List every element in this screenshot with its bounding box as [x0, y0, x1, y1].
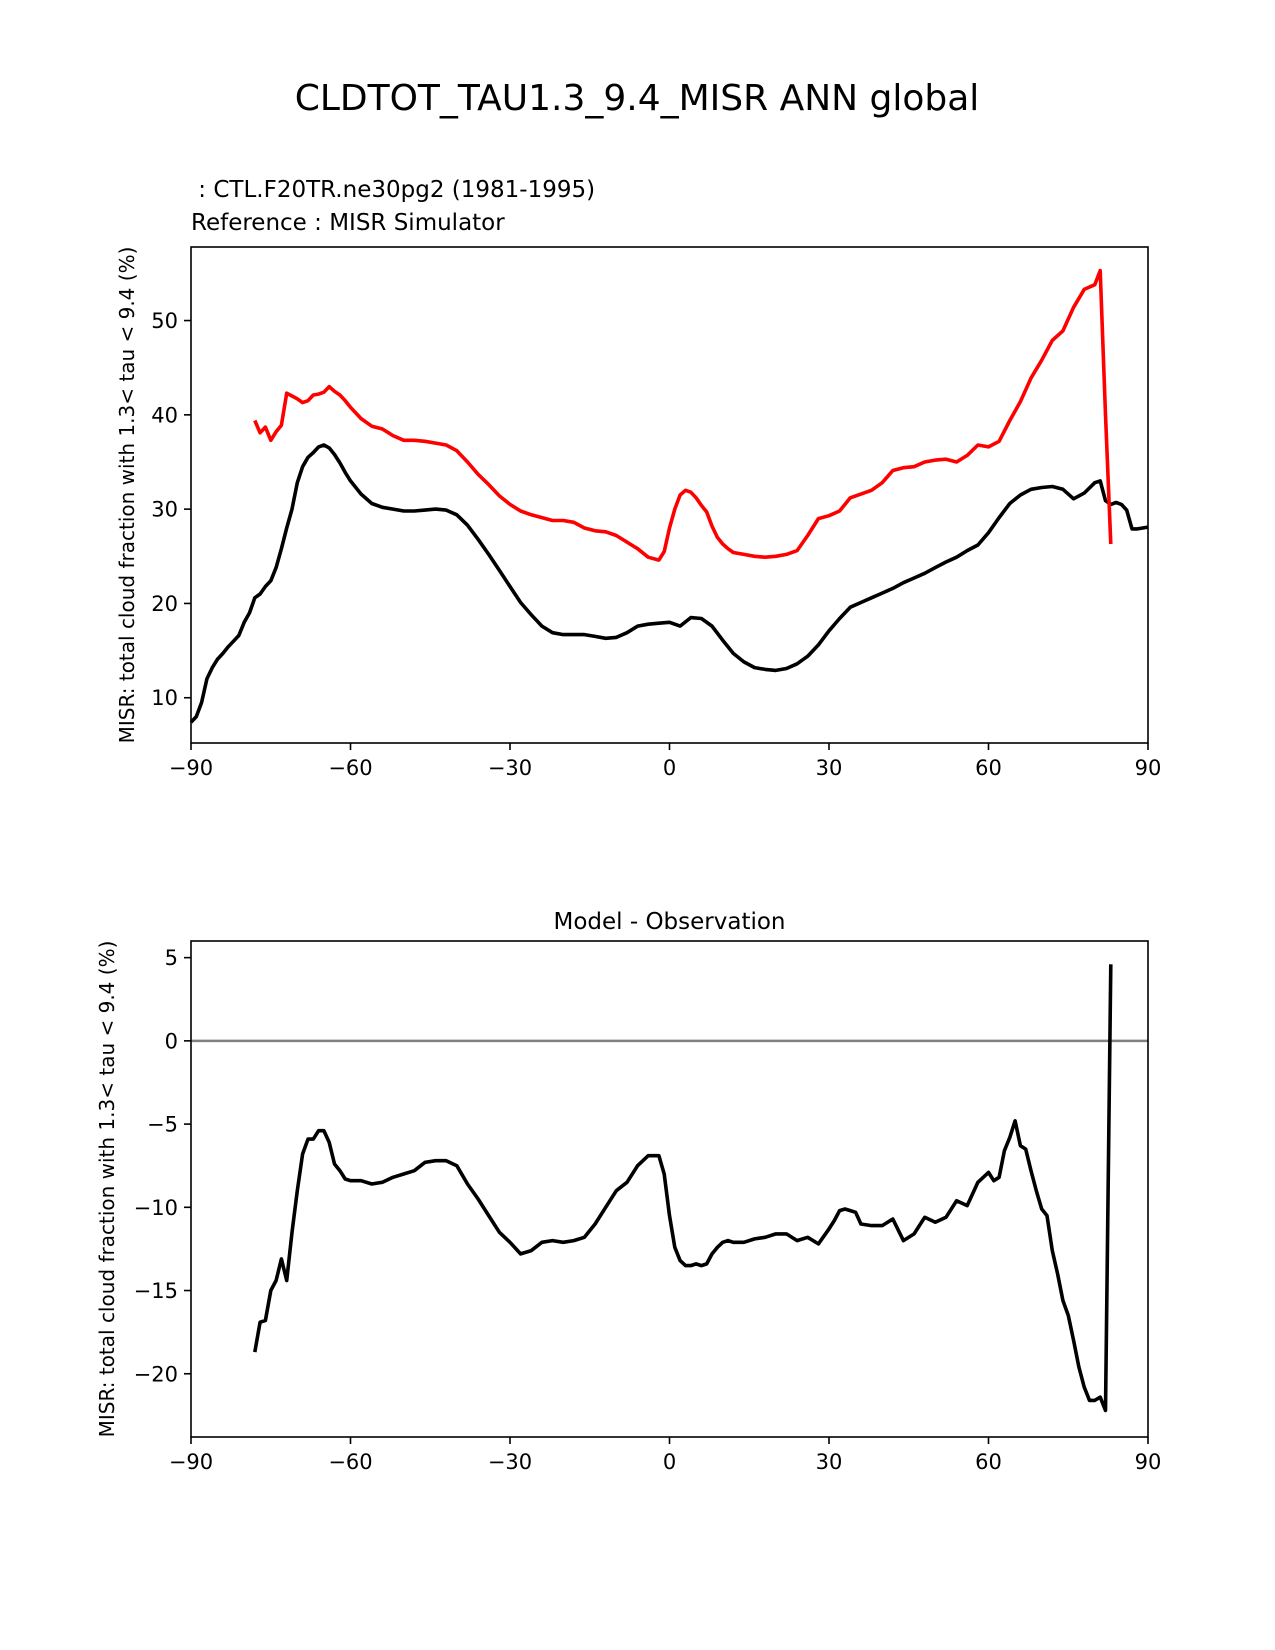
series-line-difference: [253, 964, 1113, 1413]
y-tick-label: 5: [165, 946, 178, 970]
x-tick-label: −90: [169, 756, 213, 780]
y-axis-label: MISR: total cloud fraction with 1.3< tau…: [115, 247, 139, 744]
subplot-title: Model - Observation: [553, 909, 785, 935]
x-tick-label: 60: [975, 756, 1002, 780]
y-tick-label: 30: [151, 498, 178, 522]
x-tick-label: −30: [488, 756, 532, 780]
x-tick-label: 90: [1135, 756, 1162, 780]
top-plot-area: −90 −60 −30 0 30 60 90 10 20 30 40 50 MISR: total cl…: [115, 246, 1162, 780]
y-tick-label: 0: [165, 1029, 178, 1053]
x-tick-label: −30: [488, 1450, 532, 1474]
reference-label: Reference : MISR Simulator: [191, 210, 505, 236]
x-tick-label: −90: [169, 1450, 213, 1474]
top-panel: : CTL.F20TR.ne30pg2 (1981-1995) Referenc…: [115, 177, 1161, 780]
bottom-panel: Model - Observation −90 −60 −30 0 30 60 90 −20 −1…: [95, 909, 1161, 1474]
bottom-plot-area: Model - Observation −90 −60 −30 0 30 60 90 −20 −1…: [95, 909, 1161, 1474]
y-tick-label: −20: [134, 1362, 178, 1386]
series-line-reference: [253, 268, 1113, 562]
x-tick-label: 0: [663, 1450, 676, 1474]
y-tick-label: 20: [151, 592, 178, 616]
y-tick-label: −15: [134, 1279, 178, 1303]
x-tick-label: 30: [816, 1450, 843, 1474]
figure-title: CLDTOT_TAU1.3_9.4_MISR ANN global: [295, 78, 980, 119]
y-tick-label: −5: [147, 1113, 178, 1137]
x-tick-label: −60: [328, 756, 372, 780]
y-axis-label: MISR: total cloud fraction with 1.3< tau…: [95, 941, 119, 1438]
x-tick-label: 0: [663, 756, 676, 780]
y-tick-label: 10: [151, 686, 178, 710]
x-tick-label: 90: [1135, 1450, 1162, 1474]
axes-frame: [190, 246, 1149, 744]
axes-frame: [190, 940, 1149, 1438]
y-tick-label: 40: [151, 403, 178, 427]
test-label: : CTL.F20TR.ne30pg2 (1981-1995): [191, 177, 595, 203]
x-tick-label: 60: [975, 1450, 1002, 1474]
y-tick-label: 50: [151, 309, 178, 333]
x-tick-label: −60: [328, 1450, 372, 1474]
series-line-test: [189, 443, 1149, 724]
x-tick-label: 30: [816, 756, 843, 780]
y-tick-label: −10: [134, 1196, 178, 1220]
